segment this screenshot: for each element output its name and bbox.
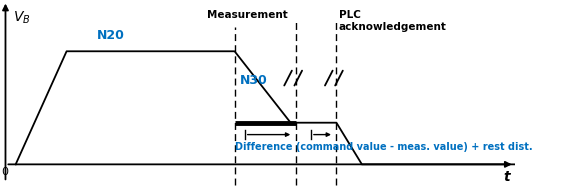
Text: 0: 0: [1, 167, 8, 177]
Text: N20: N20: [97, 29, 125, 42]
Text: PLC
acknowledgement: PLC acknowledgement: [339, 10, 447, 32]
Text: $V_B$: $V_B$: [13, 10, 31, 26]
Text: Difference (command value - meas. value) + rest dist.: Difference (command value - meas. value)…: [235, 142, 532, 152]
Text: N30: N30: [240, 74, 267, 87]
Text: t: t: [503, 170, 510, 184]
Text: Measurement: Measurement: [207, 10, 288, 20]
